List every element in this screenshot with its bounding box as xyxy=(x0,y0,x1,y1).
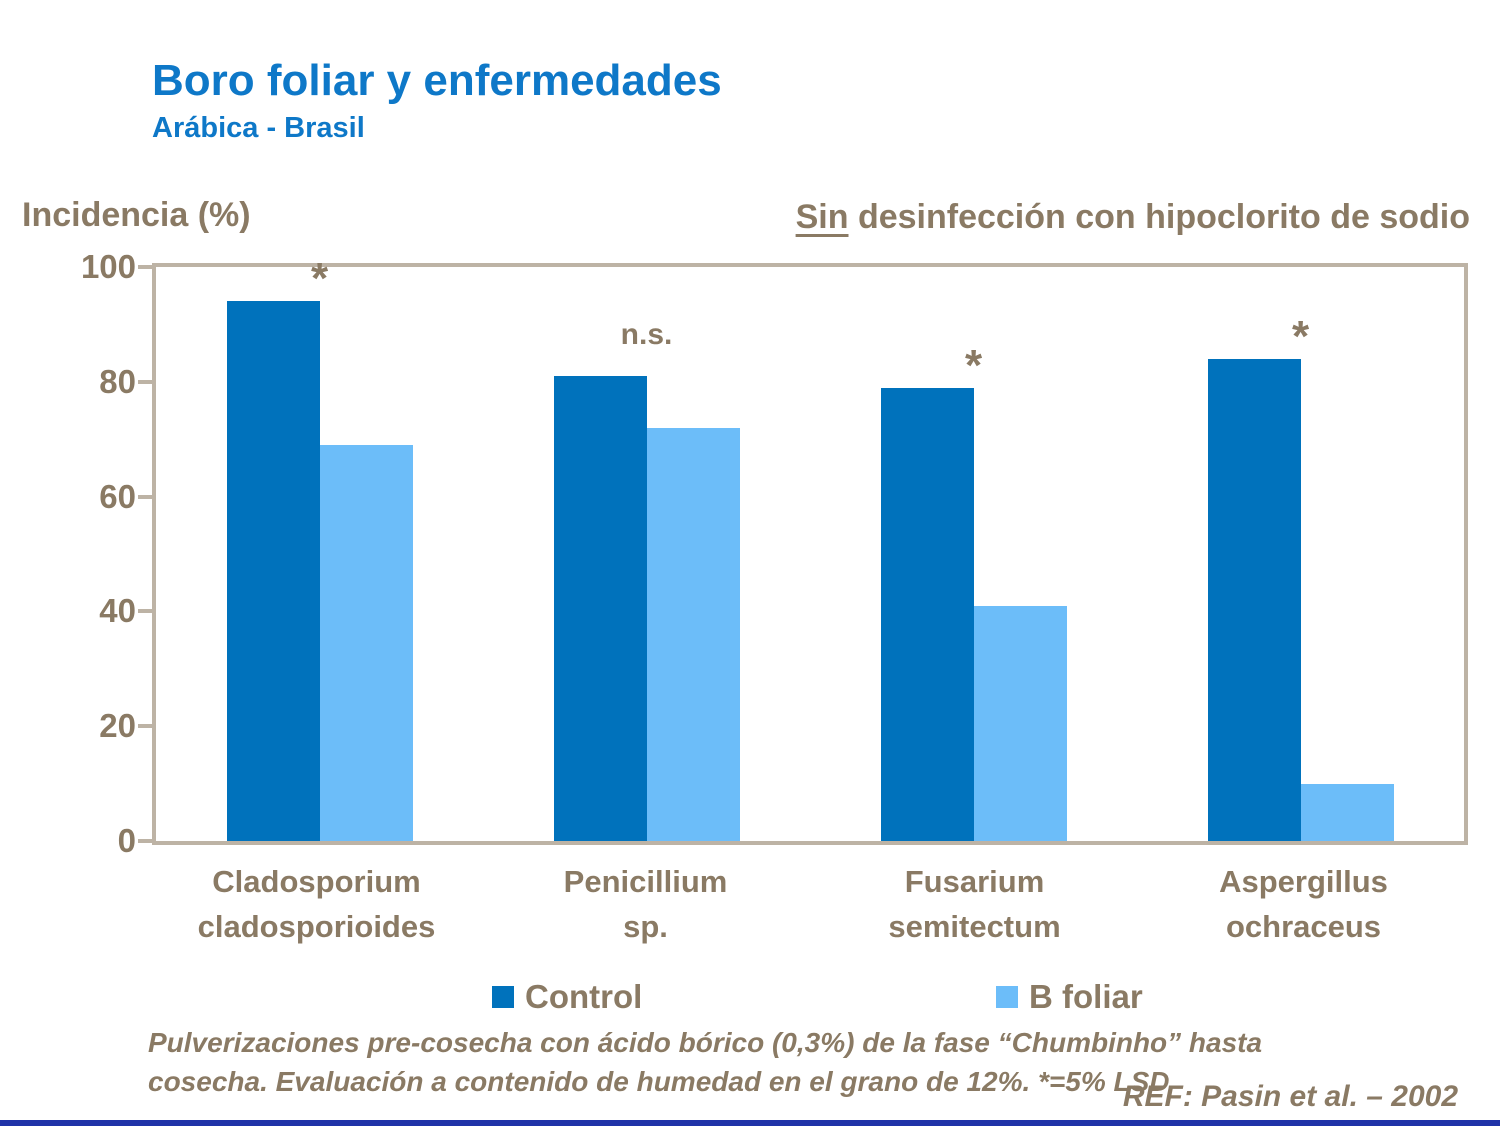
legend-label-bfoliar: B foliar xyxy=(1029,978,1143,1015)
y-tick-mark-80 xyxy=(138,379,152,384)
y-tick-mark-60 xyxy=(138,494,152,499)
y-tick-label-0: 0 xyxy=(117,822,136,859)
y-tick-mark-100 xyxy=(138,265,152,269)
legend-item-bfoliar: B foliar xyxy=(996,980,1143,1013)
y-axis-tick-labels: 0 20 40 60 80 100 xyxy=(0,248,136,859)
y-tick-label-20: 20 xyxy=(99,707,136,745)
legend-swatch-control xyxy=(492,985,514,1008)
bar-group-3: * xyxy=(810,267,1137,841)
page-subtitle: Arábica - Brasil xyxy=(152,112,365,144)
bar-pair-2 xyxy=(553,376,740,841)
legend: Control B foliar xyxy=(0,980,1500,1020)
significance-annotation-4: * xyxy=(1291,311,1310,361)
chart-header: Sin desinfección con hipoclorito de sodi… xyxy=(796,198,1470,237)
y-tick-label-40: 40 xyxy=(99,592,136,630)
bar-pair-4 xyxy=(1207,358,1394,841)
significance-annotation-1: * xyxy=(310,254,329,304)
category-label-1: Cladosporium cladosporioides xyxy=(152,860,481,950)
bar-group-2: n.s. xyxy=(483,267,810,841)
legend-label-control: Control xyxy=(525,978,643,1015)
significance-annotation-2: n.s. xyxy=(620,318,673,352)
y-tick-mark-40 xyxy=(138,609,152,614)
bar-b-foliar-2 xyxy=(646,427,740,841)
category-label-line: Penicillium xyxy=(563,864,728,899)
category-label-line: ochraceus xyxy=(1225,908,1382,944)
legend-swatch-bfoliar xyxy=(996,985,1018,1008)
reference-text: REF: Pasin et al. – 2002 xyxy=(1122,1080,1458,1113)
x-axis-category-labels: Cladosporium cladosporioides Penicillium sp… xyxy=(152,860,1468,950)
bar-control-4 xyxy=(1207,358,1301,841)
category-label-line: Aspergillus xyxy=(1219,864,1388,899)
y-tick-mark-20 xyxy=(138,724,152,729)
bar-b-foliar-3 xyxy=(973,605,1067,841)
bar-b-foliar-1 xyxy=(319,444,413,841)
category-label-line: sp. xyxy=(623,908,668,944)
bar-control-1 xyxy=(226,301,320,841)
chart-header-rest: desinfección con hipoclorito de sodio xyxy=(848,198,1470,236)
category-label-2: Penicillium sp. xyxy=(481,860,810,950)
legend-item-control: Control xyxy=(492,980,642,1013)
bar-control-3 xyxy=(880,387,974,841)
category-label-line: semitectum xyxy=(888,908,1061,944)
bar-b-foliar-4 xyxy=(1300,783,1394,841)
category-label-line: Fusarium xyxy=(904,864,1045,899)
significance-annotation-3: * xyxy=(964,340,983,390)
bottom-accent-bar xyxy=(0,1120,1500,1126)
bar-group-1: * xyxy=(156,257,483,841)
y-tick-label-80: 80 xyxy=(99,362,136,400)
footnote-line-2: cosecha. Evaluación a contenido de humed… xyxy=(148,1065,1170,1097)
category-label-4: Aspergillus ochraceus xyxy=(1139,860,1468,950)
y-tick-mark-0 xyxy=(138,839,152,843)
footnote: Pulverizaciones pre-cosecha con ácido bó… xyxy=(148,1024,1408,1101)
chart-header-underlined-word: Sin xyxy=(795,198,849,236)
category-label-3: Fusarium semitectum xyxy=(810,860,1139,950)
y-axis-title: Incidencia (%) xyxy=(22,196,251,234)
y-tick-label-60: 60 xyxy=(99,477,136,515)
bar-group-4: * xyxy=(1137,267,1464,841)
bar-pair-3 xyxy=(880,387,1067,841)
bar-control-2 xyxy=(553,376,647,841)
page-title: Boro foliar y enfermedades xyxy=(152,56,722,105)
footnote-line-1: Pulverizaciones pre-cosecha con ácido bó… xyxy=(148,1027,1263,1058)
y-tick-label-100: 100 xyxy=(80,248,136,285)
bar-pair-1 xyxy=(226,301,413,841)
category-label-line: cladosporioides xyxy=(197,908,436,944)
bar-groups: * n.s. * * xyxy=(156,257,1464,841)
category-label-line: Cladosporium xyxy=(212,864,421,899)
